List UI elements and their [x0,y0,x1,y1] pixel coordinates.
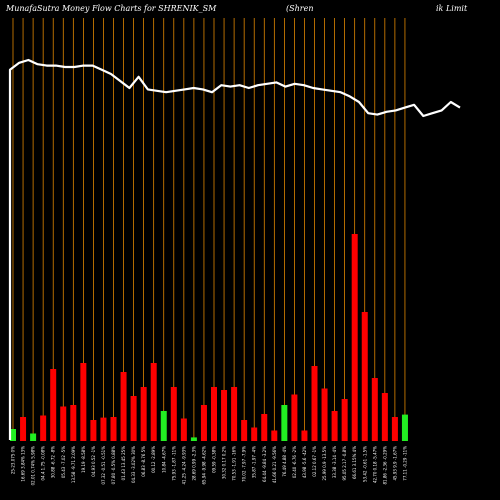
x-label-38: 45.93 9.9 -1.67% [392,446,397,481]
x-label-36: 42.70 0.18 -5.47% [372,446,377,483]
bar-25 [261,414,268,441]
x-label-24: 35.87 -1.97 -4% [252,446,257,478]
bar-31 [321,388,328,441]
bar-0 [10,429,16,441]
x-axis-labels: 25-23.075 0% 16.69 3.84% 13% 02.01 0.74% 5… [11,446,408,486]
bar-35 [361,312,368,441]
x-label-6: 13.58 -9.71 2.09% [71,446,76,483]
bar-12 [130,396,137,441]
bar-39 [401,414,408,441]
x-label-16: 75.93 -1.87 -11% [171,446,176,481]
bar-33 [341,399,348,441]
chart-title-left: MunafaSutra Money Flow Charts for SHRENI… [5,4,217,13]
bar-13 [140,387,147,441]
x-label-39: 77.11 -0.29 -11% [402,446,407,481]
x-label-37: 81.86 -2.36 -0.29% [382,446,387,485]
x-label-27: 76.49 4.88 -4% [282,446,287,477]
bar-23 [241,420,248,441]
x-label-4: 30.88 -6.72 -8% [51,446,56,478]
bar-14 [150,363,157,441]
bar-38 [391,417,398,441]
x-label-0: 25-23.075 0% [11,446,16,474]
x-label-22: 70.53 -1.91 -16% [232,446,237,481]
bar-22 [231,387,238,441]
x-label-20: 09.59 -0.38% [212,446,217,473]
x-label-19: 65.94 -9.98 -4.62% [201,446,206,485]
bar-4 [50,369,57,441]
bar-28 [291,394,298,441]
bar-29 [301,430,308,441]
x-label-23: 70.02 -7.97 -7.9% [242,446,247,482]
x-label-32: 33.38 -3.14 -4% [332,446,337,478]
bar-8 [90,420,97,441]
bar-36 [371,378,378,441]
x-label-34: 66.61 3.15% 4% [352,446,357,479]
x-label-33: 95.05 2.17 -0.8% [342,446,347,481]
x-label-10: 07.80 -0.5% 0.88% [111,446,116,485]
x-label-3: 04.4 1.75 -0.08% [41,446,46,481]
bar-6 [70,405,77,441]
bar-34 [351,234,358,441]
x-label-28: 02.40 -6.76 -2% [292,446,297,478]
bar-2 [30,433,37,441]
bar-27 [281,405,288,441]
price-line [8,58,461,440]
bar-20 [211,387,217,441]
bar-16 [170,387,177,441]
x-label-13: 06.83 -8.76 5% [141,446,146,477]
bar-3 [40,415,47,441]
bar-15 [160,411,167,441]
x-label-11: 01.43 13.45 25% [121,446,126,481]
x-label-5: 05.43 -7.02 -5% [61,446,66,478]
x-label-1: 16.69 3.84% 13% [21,446,26,482]
chart-title-mid: (Shren [286,4,313,13]
x-label-9: 07.32 -0.51 -0.51% [101,446,106,485]
bar-26 [271,430,278,441]
x-label-31: 25.99 0.9 -13.5% [322,446,327,481]
bar-24 [251,427,258,441]
bar-37 [381,393,388,441]
bar-19 [200,405,207,441]
chart-title-right: ik Limit [436,4,468,13]
x-label-30: 02.12 0.67 -1% [312,446,317,477]
bar-32 [331,411,338,441]
bar-18 [190,437,197,441]
x-label-35: 53.42 -0.61 -1.5% [362,446,367,482]
bar-5 [60,406,67,441]
x-label-12: 04.33 -3.02% 30% [131,446,136,483]
x-label-2: 02.01 0.74% 5.98% [31,446,36,486]
bar-10 [110,417,117,441]
bar-21 [221,390,228,441]
money-flow-bars [10,234,408,441]
x-label-21: 30.32 0.17 0.2% [222,446,227,479]
x-label-25: 64.44 -9.84 -3.2% [262,446,267,482]
bar-30 [311,366,318,441]
bar-11 [120,372,127,441]
x-label-29: 43.98 -5.6 -42% [302,446,307,478]
x-label-26: 41.66 0.21 -9.56% [272,446,277,483]
bar-17 [180,418,187,441]
bar-1 [20,417,27,441]
bar-7 [80,363,87,441]
x-label-15: 10.84 -4.67% [161,446,166,473]
x-label-18: 28.69 0.99 -2.3% [191,446,196,481]
x-label-14: 00.12 -2.89% [151,446,156,473]
x-label-7: 19.19 -8.58% [81,446,86,473]
bar-9 [100,417,107,441]
x-label-17: 41.25 -4.24 -9.93% [181,446,186,485]
x-label-8: 04.93 0.52 -1% [91,446,96,477]
